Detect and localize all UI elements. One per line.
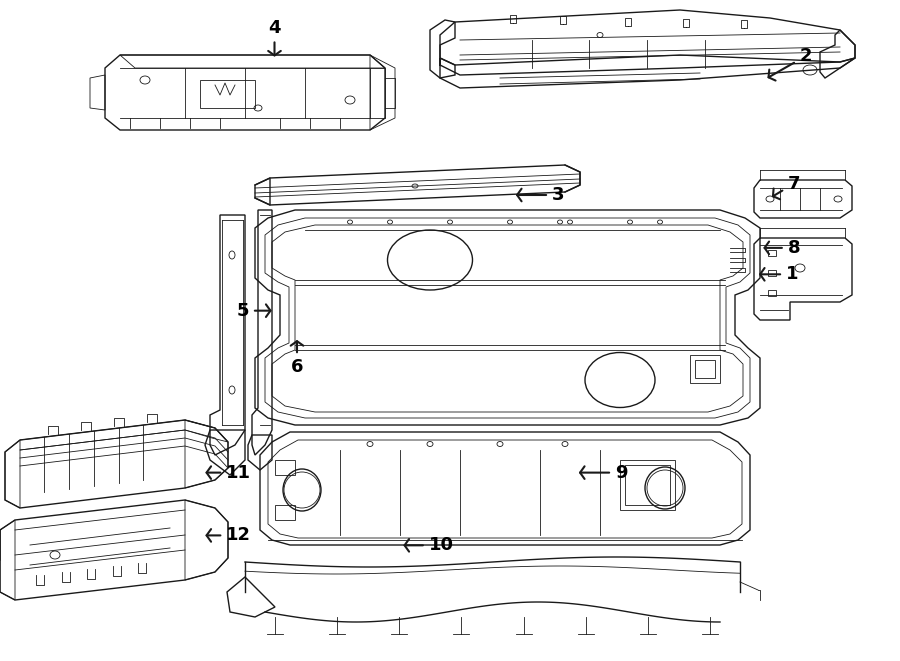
Text: 1: 1 [760,265,798,284]
Text: 4: 4 [268,19,281,56]
Bar [695,360,715,378]
Text: 2: 2 [769,47,812,81]
Text: 9: 9 [580,463,627,482]
Bar [768,270,776,276]
Text: 7: 7 [773,175,800,200]
Bar [690,355,720,383]
Text: 5: 5 [237,301,270,320]
Text: 10: 10 [405,536,454,555]
Bar [768,250,776,256]
Text: 8: 8 [765,239,800,257]
Bar [200,80,255,108]
Bar [625,465,670,505]
Text: 6: 6 [291,341,303,376]
Text: 3: 3 [518,186,564,204]
Bar [275,505,295,520]
Bar [620,460,675,510]
Text: 12: 12 [207,526,251,545]
Bar [768,290,776,296]
Text: 11: 11 [207,463,251,482]
Bar [275,460,295,475]
